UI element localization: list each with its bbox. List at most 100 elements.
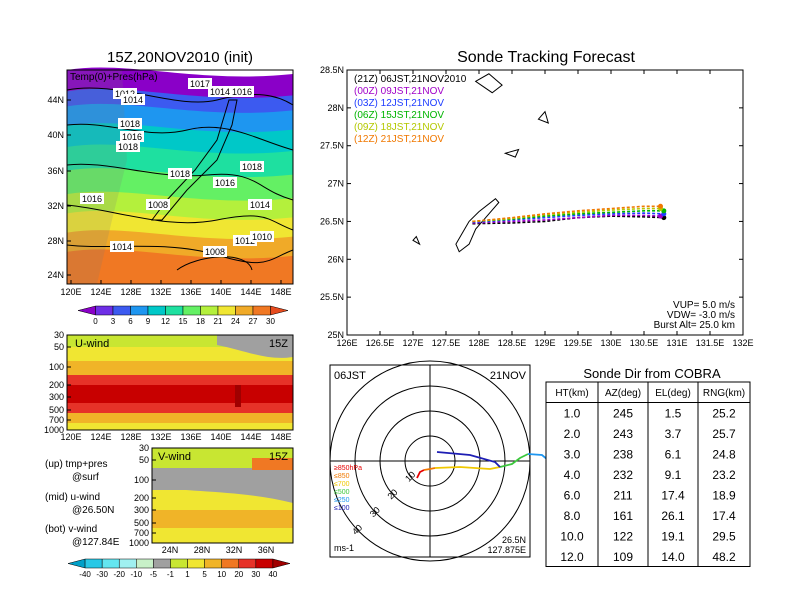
isobar-label: 1016 [82,194,102,204]
vwind-field [152,448,293,543]
param-burst: Burst Alt= 25.0 km [654,320,735,331]
wind-colorbar-swatch [170,558,188,569]
tracking-lon-ticks: 126E 126.5E 127E 127.5E 128E 128.5E 129E 129.5E… [336,70,754,348]
pressure-tick-label: 300 [49,392,64,402]
lon-tick-label: 120E [60,287,81,297]
island-coastline [537,110,550,124]
lon-tick-label: 140E [210,432,231,442]
polar-right-label: 21NOV [490,370,527,382]
table-cell: 14.0 [661,550,685,564]
param-vup: VUP= 5.0 m/s [673,300,735,311]
lon-tick-label: 128E [468,338,489,348]
table-cell: 48.2 [712,550,736,564]
wind-colorbar-swatch [272,558,291,569]
colorbar-tick: 3 [111,317,116,326]
wind-colorbar-tick: -5 [150,570,158,579]
cobra-panel: Sonde Dir from COBRA HT(km) AZ(deg) EL(deg… [545,366,751,567]
uwind-band [67,347,293,361]
isobar-label: 1018 [118,142,138,152]
lon-tick-label: 131E [666,338,687,348]
table-cell: 10.0 [560,530,584,544]
wind-colorbar-tick: -10 [131,570,143,579]
table-row: 4.0 232 9.1 23.2 [564,468,736,482]
isobar-label-bg [250,231,274,242]
colorbar-tick: 15 [179,317,188,326]
vwind-band [152,528,293,543]
table-row: 1.0 245 1.5 25.2 [564,407,736,421]
isobar-line [66,123,294,151]
track-series [472,203,667,225]
colorbar-swatch [200,305,219,316]
lon-tick-label: 148E [270,287,291,297]
lon-tick-label: 120E [60,432,81,442]
table-cell: 109 [613,550,633,564]
colorbar-tick: 30 [266,317,275,326]
table-cell: 6.0 [564,489,581,503]
pressure-tick-label: 30 [54,330,64,340]
lat-tick-label: 28N [194,545,211,555]
polar-pos1: 26.5N [502,535,526,545]
pressure-tick-label: 1000 [129,538,149,548]
wind-colorbar-tick: 5 [202,570,207,579]
isobar-line [66,87,294,106]
track-line [472,207,661,223]
lat-tick-label: 28N [47,236,64,246]
table-cell: 3.0 [564,448,581,462]
island-coastline [503,148,520,158]
pressure-tick-label: 30 [139,443,149,453]
isobar-label-bg [113,88,137,99]
pressure-legend-entry: ≥850hPa [334,465,362,472]
table-cell: 24.8 [712,448,736,462]
pressure-tick-label: 50 [54,342,64,352]
vwind-weak-region [152,468,293,503]
colorbar-tick: 0 [93,317,98,326]
wind-colorbar-tick: -20 [113,570,125,579]
lat-tick-label: 32N [47,201,64,211]
lon-tick-label: 124E [90,432,111,442]
pressure-tick-label: 700 [49,415,64,425]
wind-colorbar-swatch [255,558,274,569]
colorbar-swatch [147,305,166,316]
lon-tick-label: 124E [90,287,111,297]
hodograph-segment [499,453,529,468]
table-cell: 25.7 [712,427,736,441]
track-line [472,214,661,224]
table-row: 6.0 211 17.4 18.9 [564,489,736,503]
hodograph-segment [434,466,501,470]
table-cell: 243 [613,427,633,441]
uwind-weak-region [217,335,293,358]
isobar-label: 1008 [205,247,225,257]
lon-tick-label: 136E [180,432,201,442]
lon-tick-label: 132E [150,432,171,442]
table-cell: 161 [613,509,633,523]
polar-ring-label: 10 [403,469,417,483]
lat-tick-label: 24N [162,545,179,555]
lon-tick-label: 144E [240,432,261,442]
lat-tick-label: 36N [258,545,275,555]
lon-tick-label: 148E [270,432,291,442]
track-line [472,205,661,223]
lon-tick-label: 128.5E [498,338,527,348]
uwind-band [67,385,293,403]
pressure-tick-label: 1000 [44,425,64,435]
pressure-tick-label: 700 [134,528,149,538]
wind-colorbar-tick: 10 [217,570,226,579]
colorbar-tick: 6 [128,317,133,326]
wind-colorbar-swatch [238,558,257,569]
vwind-lat-ticks: 24N 28N 32N 36N [162,545,275,555]
legend-bot: (bot) v-wind [45,524,97,535]
pressure-tick-label: 100 [49,362,64,372]
colorbar-tick: 18 [196,317,205,326]
lat-tick-label: 26N [327,254,344,264]
colorbar-tick: 12 [161,317,170,326]
colorbar-swatch [165,305,184,316]
isobar-labels: 1012101410171014101610081018101610181018… [80,78,274,257]
tracking-lat-ticks: 28.5N 28N 27.5N 27N 26.5N 26N 25.5N 25N [320,65,743,340]
pressure-tick-label: 300 [134,505,149,515]
isobar-label: 1017 [190,79,210,89]
table-row: 8.0 161 26.1 17.4 [564,509,736,523]
uwind-jet-core [235,385,241,407]
table-cell: 12.0 [560,550,584,564]
lon-tick-label: 131.5E [696,338,725,348]
